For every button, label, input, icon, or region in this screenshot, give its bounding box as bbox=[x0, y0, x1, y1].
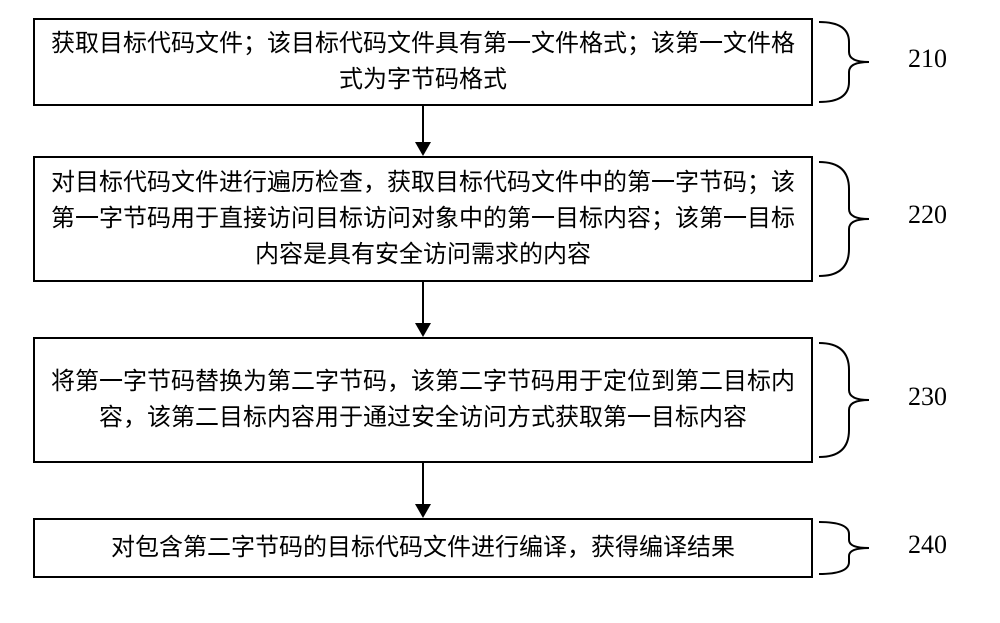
flow-step-240: 对包含第二字节码的目标代码文件进行编译，获得编译结果 bbox=[33, 518, 813, 578]
step-id-210: 210 bbox=[908, 44, 947, 73]
flow-step-220-text: 对目标代码文件进行遍历检查，获取目标代码文件中的第一字节码；该第一字节码用于直接… bbox=[45, 165, 801, 273]
flow-step-240-label: 240 bbox=[908, 530, 947, 560]
arrow-1 bbox=[411, 106, 435, 156]
flow-step-210-text: 获取目标代码文件；该目标代码文件具有第一文件格式；该第一文件格式为字节码格式 bbox=[45, 26, 801, 98]
brace-210 bbox=[819, 18, 889, 106]
flowchart-canvas: 获取目标代码文件；该目标代码文件具有第一文件格式；该第一文件格式为字节码格式 2… bbox=[0, 0, 1000, 623]
flow-step-240-text: 对包含第二字节码的目标代码文件进行编译，获得编译结果 bbox=[111, 530, 735, 566]
step-id-220: 220 bbox=[908, 200, 947, 229]
step-id-230: 230 bbox=[908, 382, 947, 411]
flow-step-210-label: 210 bbox=[908, 44, 947, 74]
brace-230 bbox=[819, 337, 889, 463]
flow-step-220-label: 220 bbox=[908, 200, 947, 230]
arrow-2 bbox=[411, 282, 435, 337]
flow-step-210: 获取目标代码文件；该目标代码文件具有第一文件格式；该第一文件格式为字节码格式 bbox=[33, 18, 813, 106]
arrow-3 bbox=[411, 463, 435, 518]
step-id-240: 240 bbox=[908, 530, 947, 559]
brace-240 bbox=[819, 518, 889, 578]
flow-step-220: 对目标代码文件进行遍历检查，获取目标代码文件中的第一字节码；该第一字节码用于直接… bbox=[33, 156, 813, 282]
flow-step-230: 将第一字节码替换为第二字节码，该第二字节码用于定位到第二目标内容，该第二目标内容… bbox=[33, 337, 813, 463]
flow-step-230-label: 230 bbox=[908, 382, 947, 412]
flow-step-230-text: 将第一字节码替换为第二字节码，该第二字节码用于定位到第二目标内容，该第二目标内容… bbox=[45, 364, 801, 436]
brace-220 bbox=[819, 156, 889, 282]
